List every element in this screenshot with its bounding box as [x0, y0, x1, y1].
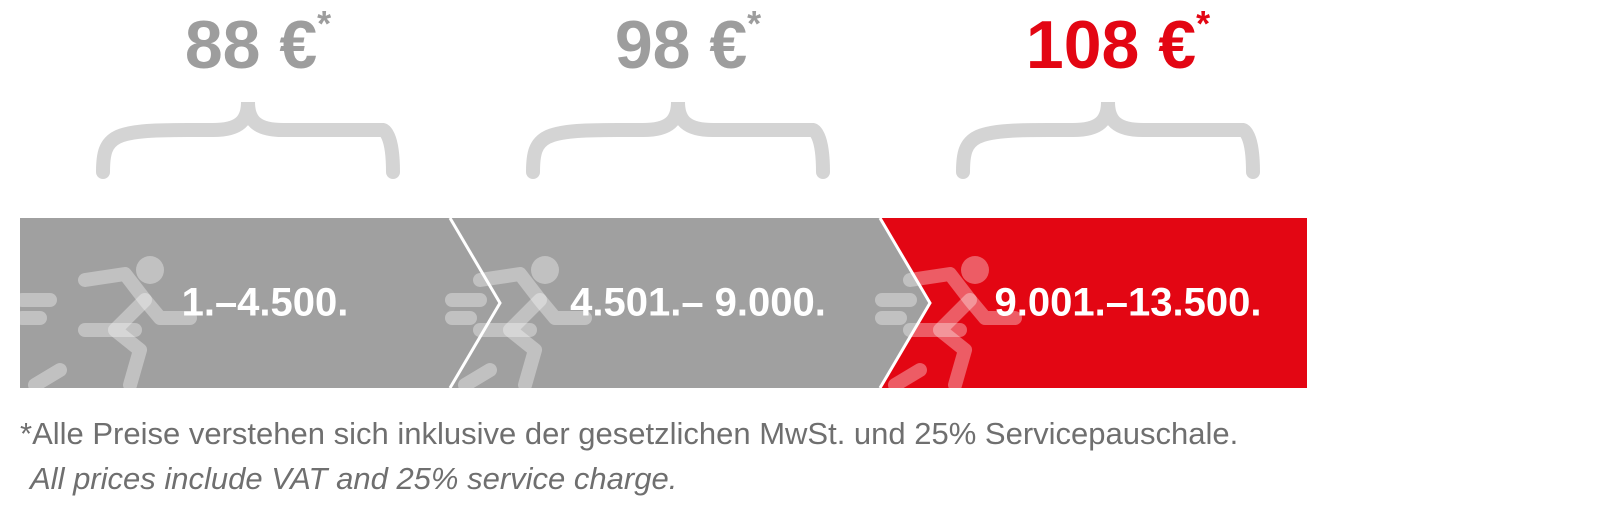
- price-asterisk: *: [317, 3, 331, 44]
- runner-body: [78, 267, 197, 325]
- tier-range: 1.–4.500.: [182, 281, 349, 325]
- runner-head: [136, 256, 164, 284]
- price-value: 108 €: [1026, 7, 1196, 83]
- price: 108 €*: [1026, 3, 1210, 83]
- runner-body: [903, 267, 1022, 325]
- footnote-de: *Alle Preise verstehen sich inklusive de…: [20, 416, 1238, 451]
- chevron-divider: [448, 217, 502, 389]
- runner-leg: [933, 293, 977, 392]
- runner-head: [961, 256, 989, 284]
- runner-icon: [15, 256, 197, 392]
- tier-segment: [880, 218, 1307, 388]
- tier-segment: [450, 218, 930, 388]
- runner-icon: [875, 256, 1022, 392]
- runner-body: [473, 267, 592, 325]
- tier-range: 4.501.– 9.000.: [570, 281, 826, 325]
- price: 98 €*: [615, 3, 761, 83]
- brace: [956, 101, 1260, 179]
- runner-head: [531, 256, 559, 284]
- runner-icon: [445, 256, 592, 392]
- footnote-en: All prices include VAT and 25% service c…: [28, 461, 677, 496]
- chevron-divider: [878, 217, 932, 389]
- speed-line: [28, 363, 67, 392]
- price: 88 €*: [185, 3, 331, 83]
- price-value: 98 €: [615, 7, 747, 83]
- speed-line: [458, 363, 497, 392]
- runner-leg: [108, 293, 152, 392]
- brace: [526, 101, 830, 179]
- speed-line: [888, 363, 927, 392]
- tier-range: 9.001.–13.500.: [995, 281, 1262, 325]
- price-asterisk: *: [747, 3, 761, 44]
- runner-leg: [503, 293, 547, 392]
- price-asterisk: *: [1196, 3, 1210, 44]
- price-value: 88 €: [185, 7, 317, 83]
- brace: [96, 101, 400, 179]
- tier-segment: [20, 218, 500, 388]
